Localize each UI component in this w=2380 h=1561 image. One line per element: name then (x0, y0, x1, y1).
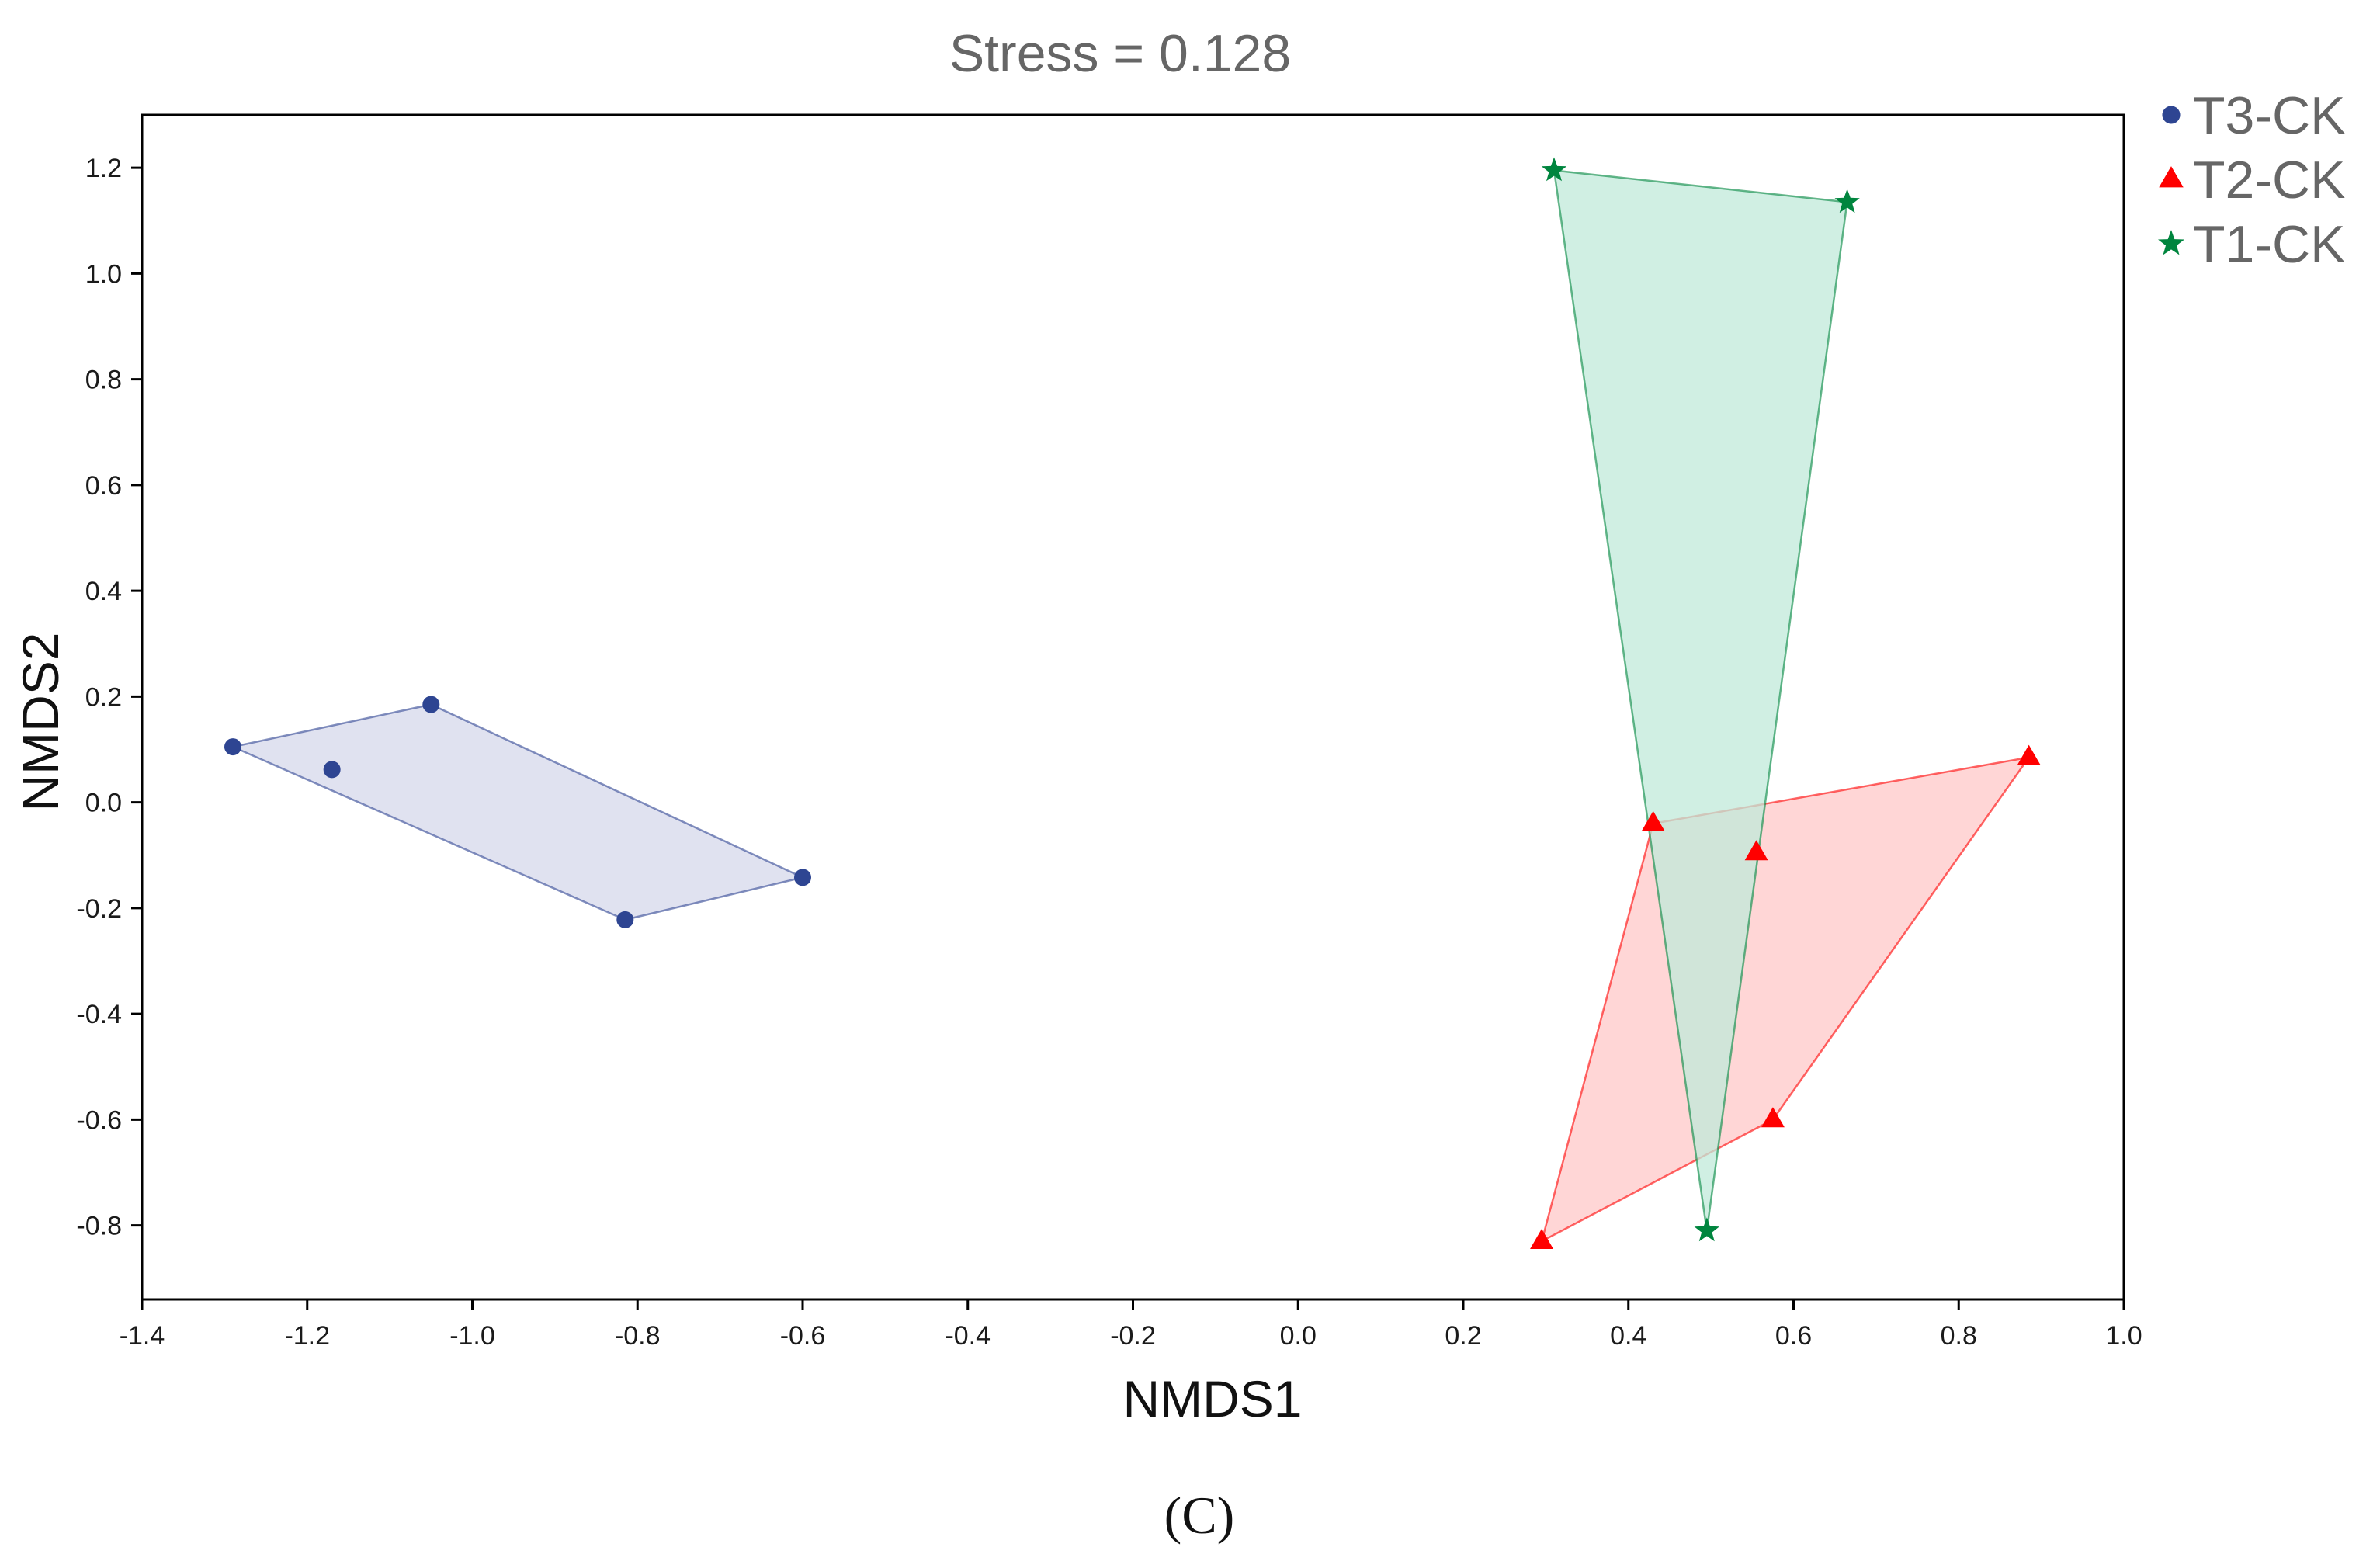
legend-marker-t2-ck (2159, 166, 2184, 188)
point-t3-ck (422, 696, 440, 713)
x-tick-label: -1.4 (120, 1321, 165, 1351)
x-axis-title: NMDS1 (1122, 1370, 1302, 1427)
legend-label-t2-ck: T2-CK (2193, 151, 2345, 210)
y-tick-label: 1.0 (85, 259, 122, 289)
x-tick-label: 0.2 (1445, 1321, 1481, 1351)
point-t1-ck (1694, 1217, 1719, 1242)
chart-title: Stress = 0.128 (949, 24, 1291, 83)
legend-marker-t3-ck (2162, 106, 2181, 124)
hull-t1-ck (1553, 169, 1849, 1231)
axes: -1.4 -1.2 -1.0 -0.8 -0.6 -0.4 -0.2 0.0 0.2 0.4 0.6… (76, 113, 2142, 1351)
point-t3-ck (794, 869, 811, 886)
point-t2-ck (1744, 840, 1768, 861)
point-t2-ck (1761, 1107, 1785, 1128)
legend-marker-t1-ck (2158, 230, 2184, 255)
legend-label-t1-ck: T1-CK (2193, 215, 2345, 274)
x-tick-label: -0.8 (615, 1321, 661, 1351)
point-t2-ck (1530, 1228, 1554, 1249)
x-tick-label: 0.4 (1610, 1321, 1646, 1351)
y-tick-label: 1.2 (85, 154, 122, 183)
hull-t3-ck (229, 703, 806, 921)
hull-t2-ck (1540, 755, 2031, 1244)
y-tick-label: 0.8 (85, 366, 122, 395)
point-t3-ck (323, 761, 341, 779)
x-tick-label: 0.6 (1775, 1321, 1812, 1351)
legend-label-t3-ck: T3-CK (2193, 86, 2345, 145)
y-axis-title: NMDS2 (12, 632, 69, 811)
y-tick-label: -0.4 (76, 1000, 122, 1029)
x-tick-label: 1.0 (2105, 1321, 2142, 1351)
y-tick-label: -0.6 (76, 1105, 122, 1135)
x-tick-label: -0.6 (780, 1321, 826, 1351)
y-tick-label: 0.0 (85, 789, 122, 818)
convex-hulls (229, 169, 2031, 1244)
y-tick-label: 0.2 (85, 682, 122, 712)
y-tick-label: 0.4 (85, 577, 122, 606)
x-tick-label: -1.0 (449, 1321, 495, 1351)
x-tick-label: 0.8 (1941, 1321, 1977, 1351)
point-t1-ck (1541, 157, 1567, 182)
y-tick-label: -0.2 (76, 894, 122, 924)
x-tick-label: -1.2 (284, 1321, 330, 1351)
y-tick-label: 0.6 (85, 471, 122, 501)
point-t3-ck (616, 911, 634, 928)
point-t3-ck (224, 738, 242, 756)
point-t2-ck (1641, 810, 1665, 831)
point-t2-ck (2017, 744, 2041, 765)
x-tick-label: 0.0 (1280, 1321, 1317, 1351)
y-tick-label: -0.8 (76, 1212, 122, 1241)
panel-label: (C) (1164, 1486, 1235, 1545)
point-t1-ck (1834, 189, 1860, 213)
data-points (224, 157, 2041, 1249)
x-tick-label: -0.2 (1110, 1321, 1156, 1351)
x-tick-label: -0.4 (945, 1321, 991, 1351)
